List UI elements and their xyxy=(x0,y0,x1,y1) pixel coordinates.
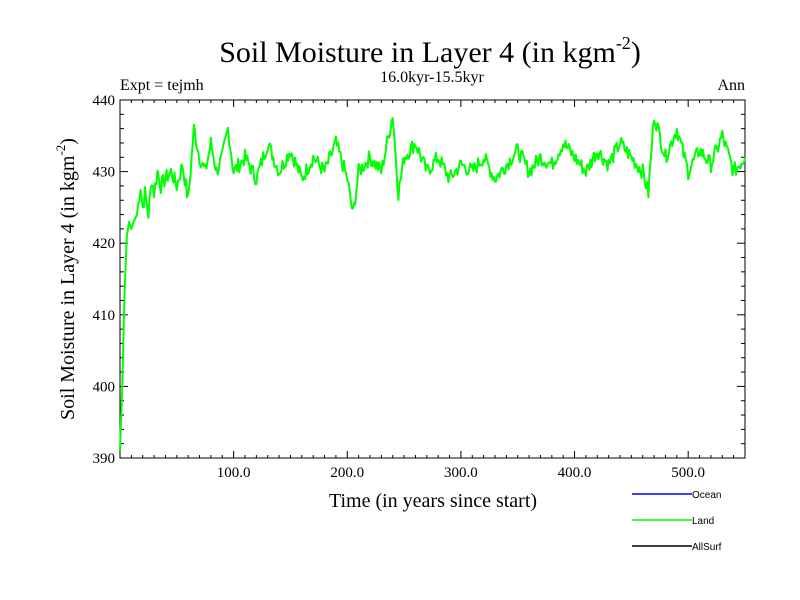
y-tick-label: 440 xyxy=(93,93,116,109)
y-tick-label: 400 xyxy=(93,379,116,395)
y-axis: 390 400 410 420 430 440 xyxy=(93,93,745,467)
season-label: Ann xyxy=(717,77,745,94)
x-tick-label: 500.0 xyxy=(671,465,705,481)
series-layer xyxy=(119,117,746,451)
y-tick-label: 420 xyxy=(93,236,116,252)
x-axis: 100.0 200.0 300.0 400.0 500.0 xyxy=(130,100,735,481)
legend-label-allsurf: AllSurf xyxy=(692,542,722,553)
legend-label-ocean: Ocean xyxy=(692,490,721,501)
legend: Ocean Land AllSurf xyxy=(632,490,722,553)
y-tick-label: 390 xyxy=(93,451,116,467)
x-tick-label: 200.0 xyxy=(330,465,364,481)
x-axis-title: Time (in years since start) xyxy=(329,490,537,512)
x-tick-label: 100.0 xyxy=(217,465,251,481)
experiment-label: Expt = tejmh xyxy=(120,77,204,94)
series-line-land xyxy=(119,117,746,451)
chart-title: Soil Moisture in Layer 4 (in kgm-2) xyxy=(219,33,641,69)
y-tick-label: 410 xyxy=(93,308,116,324)
subtitle: 16.0kyr-15.5kyr xyxy=(380,69,484,86)
x-tick-label: 400.0 xyxy=(558,465,592,481)
x-tick-label: 300.0 xyxy=(444,465,478,481)
y-axis-title: Soil Moisture in Layer 4 (in kgm-2) xyxy=(53,138,79,420)
plot-frame xyxy=(119,99,746,459)
legend-label-land: Land xyxy=(692,516,714,527)
y-tick-label: 430 xyxy=(93,165,116,181)
